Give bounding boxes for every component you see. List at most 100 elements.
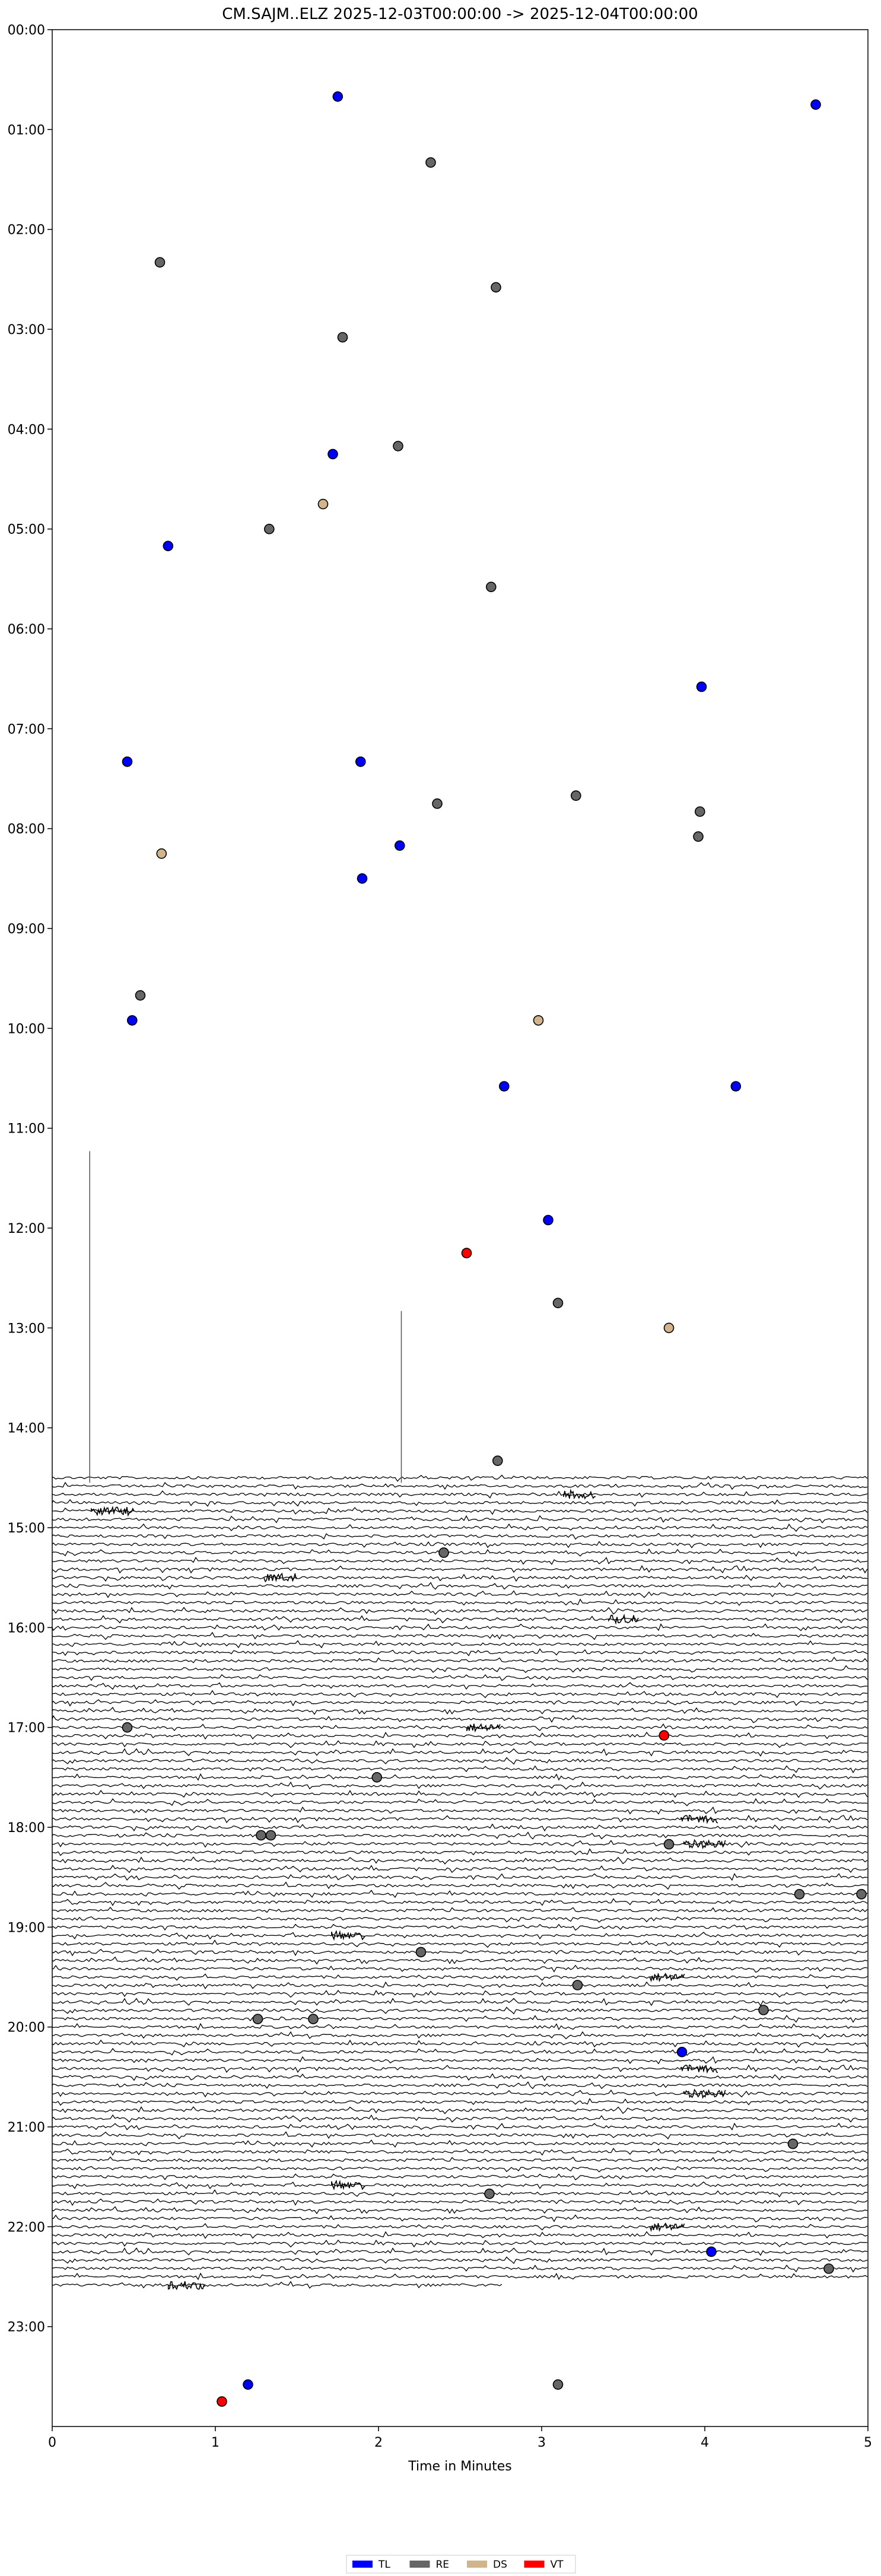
marker-tl-9: [127, 1015, 138, 1026]
trace-line-6: [52, 1523, 868, 1532]
trace-line-60: [52, 1973, 868, 1981]
marker-re-25: [252, 2014, 263, 2024]
trace-line-7: [52, 1532, 868, 1540]
y-tick-label-8: 08:00: [8, 822, 45, 837]
seismic-traces: [52, 1474, 868, 2291]
trace-line-44: [52, 1840, 868, 1848]
x-tick-label-1: 1: [211, 2435, 220, 2450]
trace-line-4: [52, 1507, 868, 1515]
plot-frame: [52, 29, 869, 2427]
marker-ds-1: [156, 848, 167, 859]
trace-line-42: [52, 1823, 868, 1832]
trace-line-3: [52, 1499, 868, 1507]
trace-line-10: [52, 1557, 868, 1565]
y-tick-label-18: 18:00: [8, 1821, 45, 1836]
trace-line-85: [52, 2181, 868, 2190]
y-tick-label-15: 15:00: [8, 1521, 45, 1536]
trace-line-21: [52, 1648, 868, 1656]
trace-line-27: [52, 1699, 868, 1707]
trace-line-52: [52, 1906, 868, 1913]
trace-line-68: [52, 2039, 868, 2048]
marker-re-24: [758, 2005, 769, 2015]
legend-swatch-ds: [467, 2561, 487, 2568]
trace-burst-44: [683, 1839, 726, 1849]
trace-line-50: [52, 1890, 868, 1898]
trace-line-38: [52, 1789, 868, 1798]
legend-label-ds: DS: [493, 2559, 507, 2571]
chart-title: CM.SAJM..ELZ 2025-12-03T00:00:00 -> 2025…: [222, 5, 698, 23]
trace-line-57: [52, 1948, 868, 1957]
trace-line-59: [52, 1964, 868, 1973]
legend-swatch-re: [409, 2561, 430, 2568]
marker-tl-6: [355, 756, 366, 767]
legend-label-re: RE: [436, 2559, 450, 2571]
trace-line-0: [52, 1474, 868, 1482]
trace-line-95: [52, 2265, 868, 2273]
trace-line-64: [52, 2006, 868, 2015]
trace-line-43: [52, 1831, 868, 1840]
trace-line-90: [52, 2222, 868, 2231]
y-axis-ticks: 00:00 01:00 02:00 03:00 04:00 05:00 06:00 07:00…: [8, 23, 52, 2335]
marker-re-1: [154, 257, 166, 268]
y-tick-label-22: 22:00: [8, 2220, 45, 2235]
trace-line-80: [52, 2139, 868, 2148]
trace-line-54: [52, 1923, 868, 1931]
y-tick-label-9: 09:00: [8, 922, 45, 937]
marker-re-0: [425, 157, 436, 168]
trace-line-45: [52, 1848, 868, 1856]
marker-tl-12: [543, 1214, 554, 1226]
trace-line-37: [52, 1781, 868, 1790]
trace-line-91: [52, 2231, 868, 2239]
trace-line-48: [52, 1872, 868, 1881]
y-tick-label-11: 11:00: [8, 1122, 45, 1137]
marker-re-26: [308, 2014, 319, 2024]
trace-line-71: [52, 2064, 868, 2073]
trace-line-69: [52, 2047, 868, 2056]
marker-tl-3: [163, 540, 174, 552]
trace-burst-85: [331, 2179, 365, 2191]
marker-re-28: [484, 2189, 495, 2199]
marker-vt-0: [461, 1248, 472, 1258]
marker-ds-0: [317, 498, 329, 510]
legend-swatch-vt: [524, 2561, 545, 2568]
y-tick-label-3: 03:00: [8, 323, 45, 338]
trace-line-76: [52, 2106, 868, 2114]
marker-vt-2: [217, 2396, 227, 2407]
marker-re-13: [492, 1455, 503, 1466]
y-tick-label-23: 23:00: [8, 2320, 45, 2335]
marker-tl-15: [243, 2379, 253, 2390]
marker-re-9: [695, 806, 705, 817]
marker-re-7: [432, 798, 443, 809]
trace-line-75: [52, 2098, 868, 2106]
marker-re-17: [256, 1830, 266, 1841]
x-tick-label-5: 5: [864, 2435, 872, 2450]
y-tick-label-14: 14:00: [8, 1421, 45, 1436]
marker-re-23: [572, 1980, 583, 1990]
trace-line-20: [52, 1640, 868, 1649]
marker-tl-7: [394, 840, 405, 851]
trace-line-70: [52, 2056, 868, 2065]
x-tick-label-3: 3: [537, 2435, 546, 2450]
x-axis-ticks: 0 1 2 3 4 5: [48, 2426, 872, 2450]
y-tick-label-21: 21:00: [8, 2120, 45, 2135]
trace-line-35: [52, 1765, 868, 1773]
marker-re-18: [265, 1830, 276, 1841]
trace-burst-12: [263, 1572, 297, 1583]
trace-line-28: [52, 1706, 868, 1715]
trace-line-82: [52, 2156, 868, 2163]
marker-ds-3: [663, 1322, 675, 1334]
marker-re-12: [552, 1297, 564, 1309]
trace-burst-74: [683, 2088, 726, 2099]
marker-re-21: [856, 1889, 867, 1900]
y-tick-label-12: 12:00: [8, 1222, 45, 1236]
marker-re-3: [337, 332, 348, 343]
trace-line-61: [52, 1981, 868, 1990]
trace-line-47: [52, 1865, 868, 1874]
trace-line-25: [52, 1682, 868, 1690]
legend: TL RE DS VT: [346, 2555, 576, 2574]
trace-line-56: [52, 1939, 868, 1948]
x-tick-label-0: 0: [48, 2435, 56, 2450]
trace-line-32: [52, 1740, 868, 1748]
marker-tl-0: [332, 91, 344, 102]
trace-line-74: [52, 2090, 868, 2098]
